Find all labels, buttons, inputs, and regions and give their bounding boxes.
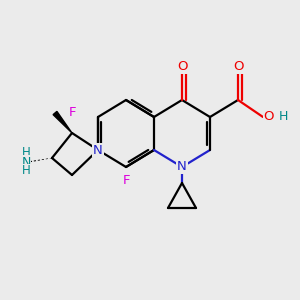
Text: N: N xyxy=(93,143,103,157)
Text: H: H xyxy=(22,164,30,178)
Polygon shape xyxy=(53,111,72,133)
Text: F: F xyxy=(122,173,130,187)
Text: O: O xyxy=(233,61,243,74)
Text: F: F xyxy=(68,106,76,119)
Text: O: O xyxy=(264,110,274,124)
Text: N: N xyxy=(177,160,187,173)
Text: N: N xyxy=(93,143,103,157)
Text: N: N xyxy=(21,155,31,169)
Text: H: H xyxy=(278,110,288,124)
Text: O: O xyxy=(177,61,187,74)
Text: H: H xyxy=(22,146,30,160)
